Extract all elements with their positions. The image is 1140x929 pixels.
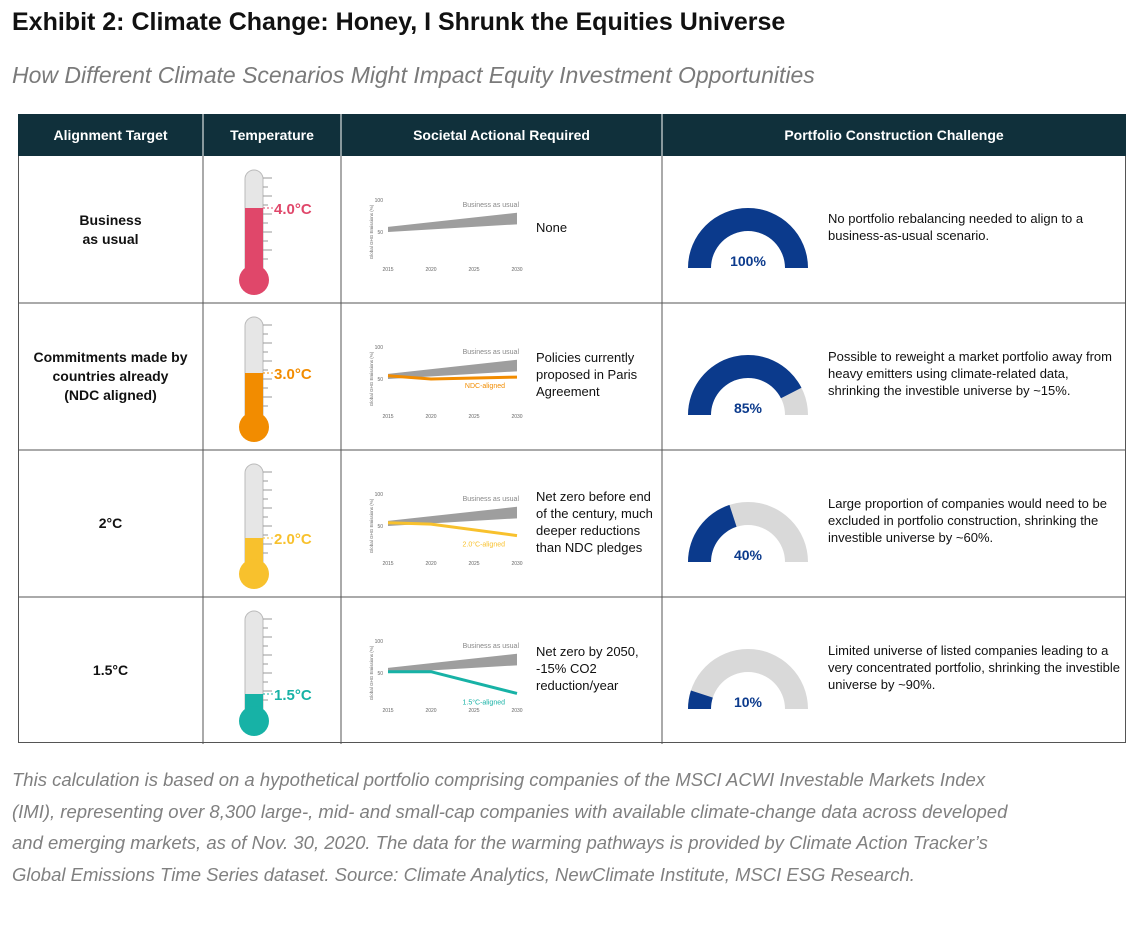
mini-ytick: 50 bbox=[377, 671, 383, 677]
mini-xtick: 2030 bbox=[511, 708, 522, 714]
gauge-fill bbox=[688, 208, 808, 268]
column-header: Societal Actional Required bbox=[413, 127, 590, 143]
mini-xtick: 2025 bbox=[468, 561, 479, 567]
gauge-label: 10% bbox=[734, 694, 763, 710]
mini-xtick: 2020 bbox=[425, 414, 436, 420]
gauge-fill bbox=[688, 355, 802, 415]
mini-ytick: 50 bbox=[377, 377, 383, 383]
baseline-label: Business as usual bbox=[463, 496, 520, 503]
gauge-fill bbox=[688, 504, 737, 562]
alignment-target: Business as usual bbox=[79, 211, 142, 247]
subtitle: How Different Climate Scenarios Might Im… bbox=[12, 62, 815, 88]
column-header: Temperature bbox=[230, 127, 314, 143]
mini-xtick: 2020 bbox=[425, 267, 436, 273]
alignment-target: 2°C bbox=[98, 515, 123, 531]
gauge-label: 100% bbox=[730, 253, 766, 269]
pathway-label: NDC-aligned bbox=[465, 383, 505, 390]
mini-ytick: 50 bbox=[377, 230, 383, 236]
temperature-label: 3.0°C bbox=[274, 366, 312, 383]
thermometer-bulb bbox=[239, 265, 269, 295]
temperature-label: 4.0°C bbox=[274, 201, 312, 218]
baseline-band bbox=[388, 359, 517, 379]
pathway-line bbox=[387, 521, 518, 538]
mini-ytick: 50 bbox=[377, 524, 383, 530]
mini-xtick: 2015 bbox=[382, 414, 393, 420]
mini-xtick: 2025 bbox=[468, 267, 479, 273]
mini-xtick: 2015 bbox=[382, 708, 393, 714]
pathway-label: 1.5°C-aligned bbox=[463, 698, 506, 706]
mini-xtick: 2015 bbox=[382, 267, 393, 273]
thermometer-bulb bbox=[239, 706, 269, 736]
mini-xtick: 2025 bbox=[468, 414, 479, 420]
mini-ylabel: Global GHG Emissions (%) bbox=[369, 204, 374, 259]
challenge-text: No portfolio rebalancing needed to align… bbox=[828, 210, 1084, 243]
pathway-line bbox=[387, 374, 518, 381]
temperature-label: 2.0°C bbox=[274, 531, 312, 548]
column-header: Portfolio Construction Challenge bbox=[784, 127, 1004, 143]
gauge-label: 40% bbox=[734, 547, 763, 563]
thermometer-bulb bbox=[239, 559, 269, 589]
mini-xtick: 2020 bbox=[425, 561, 436, 567]
mini-ylabel: Global GHG Emissions (%) bbox=[369, 645, 374, 700]
baseline-label: Business as usual bbox=[463, 202, 520, 209]
action-text: Policies currently proposed in Paris Agr… bbox=[536, 350, 638, 399]
gauge-fill bbox=[688, 690, 713, 709]
column-header: Alignment Target bbox=[53, 127, 168, 143]
pathway-line bbox=[388, 670, 518, 695]
gauge-label: 85% bbox=[734, 400, 763, 416]
baseline-label: Business as usual bbox=[463, 643, 520, 650]
challenge-text: Limited universe of listed companies lea… bbox=[828, 643, 1120, 692]
challenge-text: Large proportion of companies would need… bbox=[828, 496, 1107, 545]
action-text: Net zero before end of the century, much… bbox=[536, 488, 653, 555]
action-text: None bbox=[536, 220, 568, 235]
mini-ytick: 100 bbox=[375, 345, 384, 351]
mini-xtick: 2025 bbox=[468, 708, 479, 714]
mini-xtick: 2015 bbox=[382, 561, 393, 567]
title: Exhibit 2: Climate Change: Honey, I Shru… bbox=[12, 8, 786, 36]
mini-ytick: 100 bbox=[375, 198, 384, 204]
baseline-band bbox=[388, 653, 517, 673]
thermometer-bulb bbox=[239, 412, 269, 442]
mini-xtick: 2020 bbox=[425, 708, 436, 714]
alignment-target: 1.5°C bbox=[92, 662, 129, 678]
temperature-label: 1.5°C bbox=[274, 687, 312, 704]
baseline-band bbox=[388, 506, 517, 526]
baseline-band bbox=[388, 212, 517, 232]
action-text: Net zero by 2050, -15% CO2 reduction/yea… bbox=[536, 644, 639, 693]
footnote: This calculation is based on a hypotheti… bbox=[12, 769, 1008, 885]
baseline-label: Business as usual bbox=[463, 349, 520, 356]
alignment-target: Commitments made by countries already (N… bbox=[33, 349, 188, 403]
mini-ytick: 100 bbox=[375, 639, 384, 645]
pathway-label: 2.0°C-aligned bbox=[463, 541, 506, 549]
mini-ylabel: Global GHG Emissions (%) bbox=[369, 498, 374, 553]
thermometer-fill bbox=[245, 208, 263, 280]
challenge-text: Possible to reweight a market portfolio … bbox=[828, 349, 1112, 398]
mini-xtick: 2030 bbox=[511, 414, 522, 420]
mini-xtick: 2030 bbox=[511, 561, 522, 567]
mini-ylabel: Global GHG Emissions (%) bbox=[369, 351, 374, 406]
gauge-track bbox=[688, 649, 808, 709]
mini-ytick: 100 bbox=[375, 492, 384, 498]
mini-xtick: 2030 bbox=[511, 267, 522, 273]
